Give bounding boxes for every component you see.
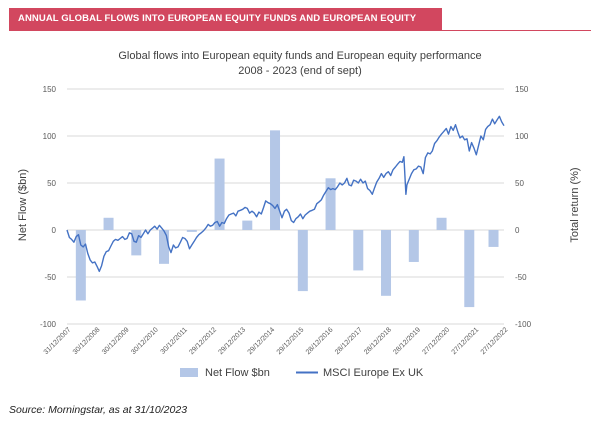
chart-container: Global flows into European equity funds … <box>0 34 600 400</box>
net-flow-bar <box>408 230 419 262</box>
x-tick-label: 31/12/2007 <box>43 326 73 356</box>
source-note: Source: Morningstar, as at 31/10/2023 <box>9 404 188 416</box>
net-flow-bar <box>381 230 392 296</box>
y2-tick-label: 50 <box>515 179 524 188</box>
y-tick-label: 100 <box>43 132 57 141</box>
chart-title: Global flows into European equity funds … <box>118 50 481 62</box>
y2-tick-label: -50 <box>515 273 527 282</box>
y-tick-label: 50 <box>47 179 56 188</box>
x-tick-label: 29/12/2012 <box>188 326 218 356</box>
legend-label-line: MSCI Europe Ex UK <box>323 367 424 379</box>
axes: -100 -100 -50 -50 0 0 50 50 100 100 150 150 31/12/20… <box>40 85 532 356</box>
net-flow-bar <box>75 230 86 301</box>
y-tick-label: -100 <box>40 320 57 329</box>
y-tick-label: 0 <box>52 226 57 235</box>
net-flow-bar <box>464 230 475 308</box>
net-flow-bar <box>242 220 253 230</box>
legend-label-bars: Net Flow $bn <box>205 367 270 379</box>
x-tick-label: 29/12/2014 <box>247 326 277 356</box>
banner-title: ANNUAL GLOBAL FLOWS INTO EUROPEAN EQUITY… <box>18 13 417 46</box>
net-flow-bar <box>214 158 225 230</box>
x-tick-label: 28/12/2016 <box>305 326 335 356</box>
net-flow-bar <box>488 230 499 247</box>
y-tick-label: 150 <box>43 85 57 94</box>
msci-europe-ex-uk-line <box>66 115 505 273</box>
x-tick-label: 30/12/2009 <box>101 326 131 356</box>
chart-legend: Net Flow $bn MSCI Europe Ex UK <box>180 367 424 379</box>
x-tick-label: 28/12/2017 <box>334 326 364 356</box>
net-flow-bar <box>270 130 281 230</box>
x-tick-label: 28/12/2019 <box>392 326 422 356</box>
net-flow-bar <box>325 178 336 230</box>
flows-performance-chart: Global flows into European equity funds … <box>17 50 581 379</box>
x-tick-label: 30/12/2010 <box>130 326 160 356</box>
net-flow-bar <box>159 230 170 264</box>
net-flow-bar <box>297 230 308 292</box>
legend-swatch-bars <box>180 368 198 377</box>
bar-series <box>75 130 499 308</box>
x-tick-label: 30/12/2011 <box>160 326 189 355</box>
banner-divider <box>9 30 591 31</box>
net-flow-bar <box>353 230 364 271</box>
x-tick-label: 29/12/2015 <box>276 326 306 356</box>
line-series <box>66 115 505 273</box>
gridlines <box>67 88 504 325</box>
net-flow-bar <box>436 217 447 230</box>
chart-subtitle: 2008 - 2023 (end of sept) <box>238 65 362 77</box>
x-tick-label: 27/12/2020 <box>421 326 451 356</box>
y-tick-label: -50 <box>44 273 56 282</box>
x-tick-label: 27/12/2021 <box>451 326 481 356</box>
y-axis-label: Net Flow ($bn) <box>17 169 29 241</box>
y2-tick-label: -100 <box>515 320 532 329</box>
x-tick-label: 29/12/2013 <box>217 326 247 356</box>
section-banner: ANNUAL GLOBAL FLOWS INTO EUROPEAN EQUITY… <box>9 8 442 46</box>
net-flow-bar <box>186 230 197 232</box>
x-tick-label: 28/12/2018 <box>363 326 393 356</box>
y2-tick-label: 150 <box>515 85 529 94</box>
x-tick-label: 27/12/2022 <box>480 326 510 356</box>
x-tick-label: 30/12/2008 <box>72 326 102 356</box>
net-flow-bar <box>103 217 114 230</box>
y2-axis-label: Total return (%) <box>569 167 581 242</box>
y2-tick-label: 100 <box>515 132 529 141</box>
y2-tick-label: 0 <box>515 226 520 235</box>
